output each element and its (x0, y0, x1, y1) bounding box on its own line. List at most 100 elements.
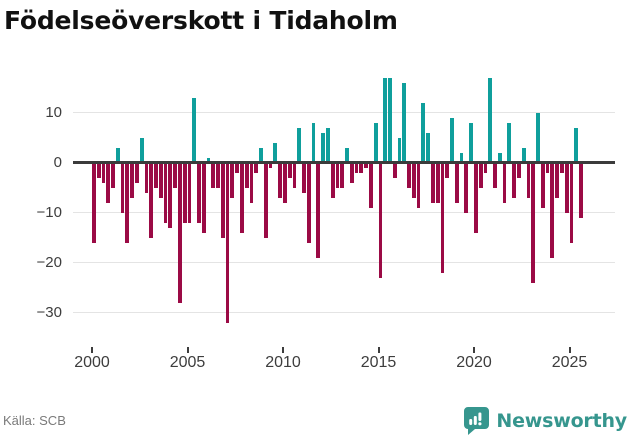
bar-2024-q1 (550, 162, 555, 258)
bar-2004-q2 (173, 162, 177, 188)
bar-2013-q1 (340, 162, 345, 188)
bar-2017-q2 (421, 102, 426, 163)
bar-2023-q2 (536, 112, 540, 163)
bar-2007-q1 (225, 162, 230, 323)
bar-2022-q2 (516, 162, 521, 178)
bar-2010-q4 (297, 127, 302, 163)
bar-2006-q1 (206, 157, 211, 163)
bar-2011-q3 (311, 122, 316, 163)
brand-name: Newsworthy (496, 410, 627, 432)
bar-2017-q3 (426, 132, 431, 163)
bar-2003-q3 (158, 162, 163, 198)
y-axis-label: −30 (36, 304, 62, 321)
bar-2006-q3 (216, 162, 220, 188)
bar-2016-q1 (397, 137, 402, 163)
bar-2004-q3 (177, 162, 182, 303)
bar-2020-q3 (483, 162, 488, 173)
bar-2024-q2 (555, 162, 559, 198)
bar-2001-q1 (111, 162, 115, 188)
y-axis-label: 10 (45, 104, 62, 121)
bar-2005-q2 (192, 97, 197, 163)
bar-2007-q2 (230, 162, 235, 198)
bar-2012-q3 (330, 162, 335, 198)
birth-surplus-chart: 10 0 −10 −20 −30 2000 2005 2010 2015 2020 2025 (0, 60, 631, 380)
x-axis-tick-2010 (282, 347, 284, 353)
bar-2025-q2 (574, 127, 579, 163)
bar-2016-q2 (402, 82, 407, 163)
bar-2019-q4 (469, 122, 474, 163)
x-axis-tick-2015 (377, 347, 380, 353)
bar-2022-q1 (512, 162, 516, 198)
bar-2009-q4 (278, 162, 283, 198)
bar-2023-q3 (540, 162, 545, 208)
bar-2015-q4 (392, 162, 397, 178)
bar-2002-q3 (139, 137, 144, 163)
bar-2014-q1 (359, 162, 364, 173)
bar-2006-q2 (211, 162, 216, 188)
bar-2009-q3 (273, 142, 278, 163)
bar-2005-q4 (201, 162, 206, 233)
x-axis-tick-2020 (473, 347, 475, 353)
bar-2018-q1 (435, 162, 440, 203)
x-axis-label-2025: 2025 (551, 354, 588, 371)
bar-2002-q1 (130, 162, 134, 198)
bar-2005-q1 (187, 162, 192, 223)
bar-2015-q1 (378, 162, 383, 278)
newsworthy-icon (464, 407, 490, 435)
bar-2001-q3 (120, 162, 125, 213)
gridline-y-20 (73, 261, 615, 264)
bar-2010-q3 (292, 162, 297, 188)
bar-2004-q1 (168, 162, 173, 228)
y-axis-label: 0 (53, 154, 62, 171)
gridline-y-30 (73, 311, 615, 314)
x-axis-label-2020: 2020 (456, 354, 492, 371)
bar-2020-q2 (478, 162, 483, 188)
y-axis-label: −20 (36, 254, 62, 271)
bar-2019-q1 (454, 162, 459, 203)
bar-2001-q2 (115, 147, 120, 163)
bar-2017-q1 (416, 162, 421, 208)
bar-2024-q3 (559, 162, 564, 173)
x-axis-label-2005: 2005 (169, 354, 206, 371)
bar-2009-q1 (263, 162, 268, 238)
x-axis-tick-2000 (91, 347, 93, 353)
gridline-y-10 (73, 211, 615, 214)
bar-2003-q2 (154, 162, 158, 188)
bar-2012-q1 (321, 132, 325, 163)
bar-2009-q2 (268, 162, 273, 168)
bar-2016-q3 (407, 162, 411, 188)
bar-2018-q2 (440, 162, 445, 273)
bar-2020-q1 (474, 162, 478, 233)
bar-2001-q4 (125, 162, 130, 243)
bar-2021-q3 (502, 162, 507, 203)
x-axis-tick-2005 (186, 347, 189, 353)
bar-2011-q2 (306, 162, 311, 243)
bar-2019-q3 (464, 162, 469, 213)
bar-2021-q1 (493, 162, 497, 188)
bar-2008-q3 (254, 162, 259, 173)
bar-2014-q3 (368, 162, 373, 208)
bar-2012-q2 (325, 127, 330, 163)
bar-2015-q3 (388, 77, 392, 163)
x-axis-label-2010: 2010 (265, 354, 301, 371)
bar-2011-q1 (302, 162, 306, 193)
bar-2013-q2 (345, 147, 349, 163)
bar-2023-q4 (545, 162, 550, 173)
x-axis-label-2000: 2000 (74, 354, 110, 371)
bar-2018-q4 (450, 117, 454, 163)
bar-2007-q3 (235, 162, 240, 173)
newsworthy-logo[interactable]: Newsworthy (463, 406, 627, 436)
bar-2016-q4 (411, 162, 416, 198)
bar-2024-q4 (564, 162, 569, 213)
bar-2017-q4 (431, 162, 435, 203)
chart-title: Födelseöverskott i Tidaholm (4, 6, 398, 35)
bar-2020-q4 (488, 77, 493, 163)
bar-2013-q4 (354, 162, 359, 173)
bar-2005-q3 (197, 162, 201, 223)
bar-2025-q1 (569, 162, 574, 243)
bar-2007-q4 (240, 162, 244, 233)
bar-2008-q2 (249, 162, 254, 203)
bar-2021-q2 (497, 152, 502, 163)
gridline-y10 (73, 111, 615, 114)
bar-2010-q2 (287, 162, 292, 178)
